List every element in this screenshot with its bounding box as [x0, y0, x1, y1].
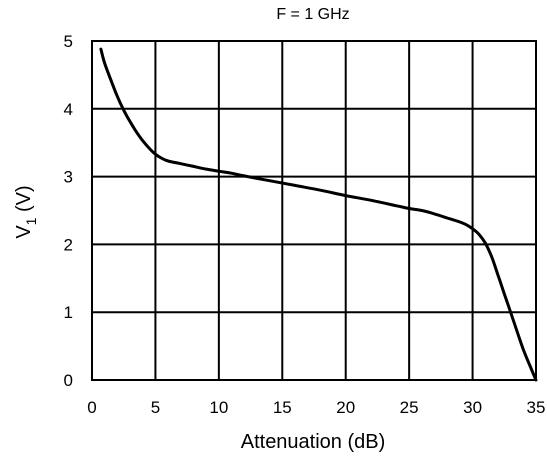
y-tick-labels: 0 1 2 3 4 5 — [64, 32, 73, 390]
y-axis-label-main: V — [13, 225, 35, 239]
y-axis-label: V1 (V) — [13, 185, 39, 238]
chart-title: F = 1 GHz — [276, 6, 349, 23]
x-axis-label: Attenuation (dB) — [241, 431, 386, 453]
series-line — [99, 47, 538, 382]
y-tick-label: 4 — [64, 100, 73, 119]
y-tick-label: 1 — [64, 303, 73, 322]
x-tick-label: 25 — [400, 398, 419, 417]
x-tick-label: 35 — [527, 398, 546, 417]
y-tick-label: 3 — [64, 168, 73, 187]
x-tick-label: 10 — [209, 398, 228, 417]
x-tick-label: 15 — [273, 398, 292, 417]
y-axis-label-subscript: 1 — [23, 217, 39, 225]
x-tick-label: 5 — [151, 398, 160, 417]
y-tick-label: 2 — [64, 235, 73, 254]
y-tick-label: 0 — [64, 371, 73, 390]
x-tick-labels: 0 5 10 15 20 25 30 35 — [87, 398, 545, 417]
grid-lines — [91, 40, 537, 381]
x-tick-label: 30 — [463, 398, 482, 417]
x-tick-label: 0 — [87, 398, 96, 417]
y-axis-label-unit: (V) — [13, 185, 35, 217]
x-tick-label: 20 — [336, 398, 355, 417]
plot-frame — [91, 40, 537, 381]
y-tick-label: 5 — [64, 32, 73, 51]
